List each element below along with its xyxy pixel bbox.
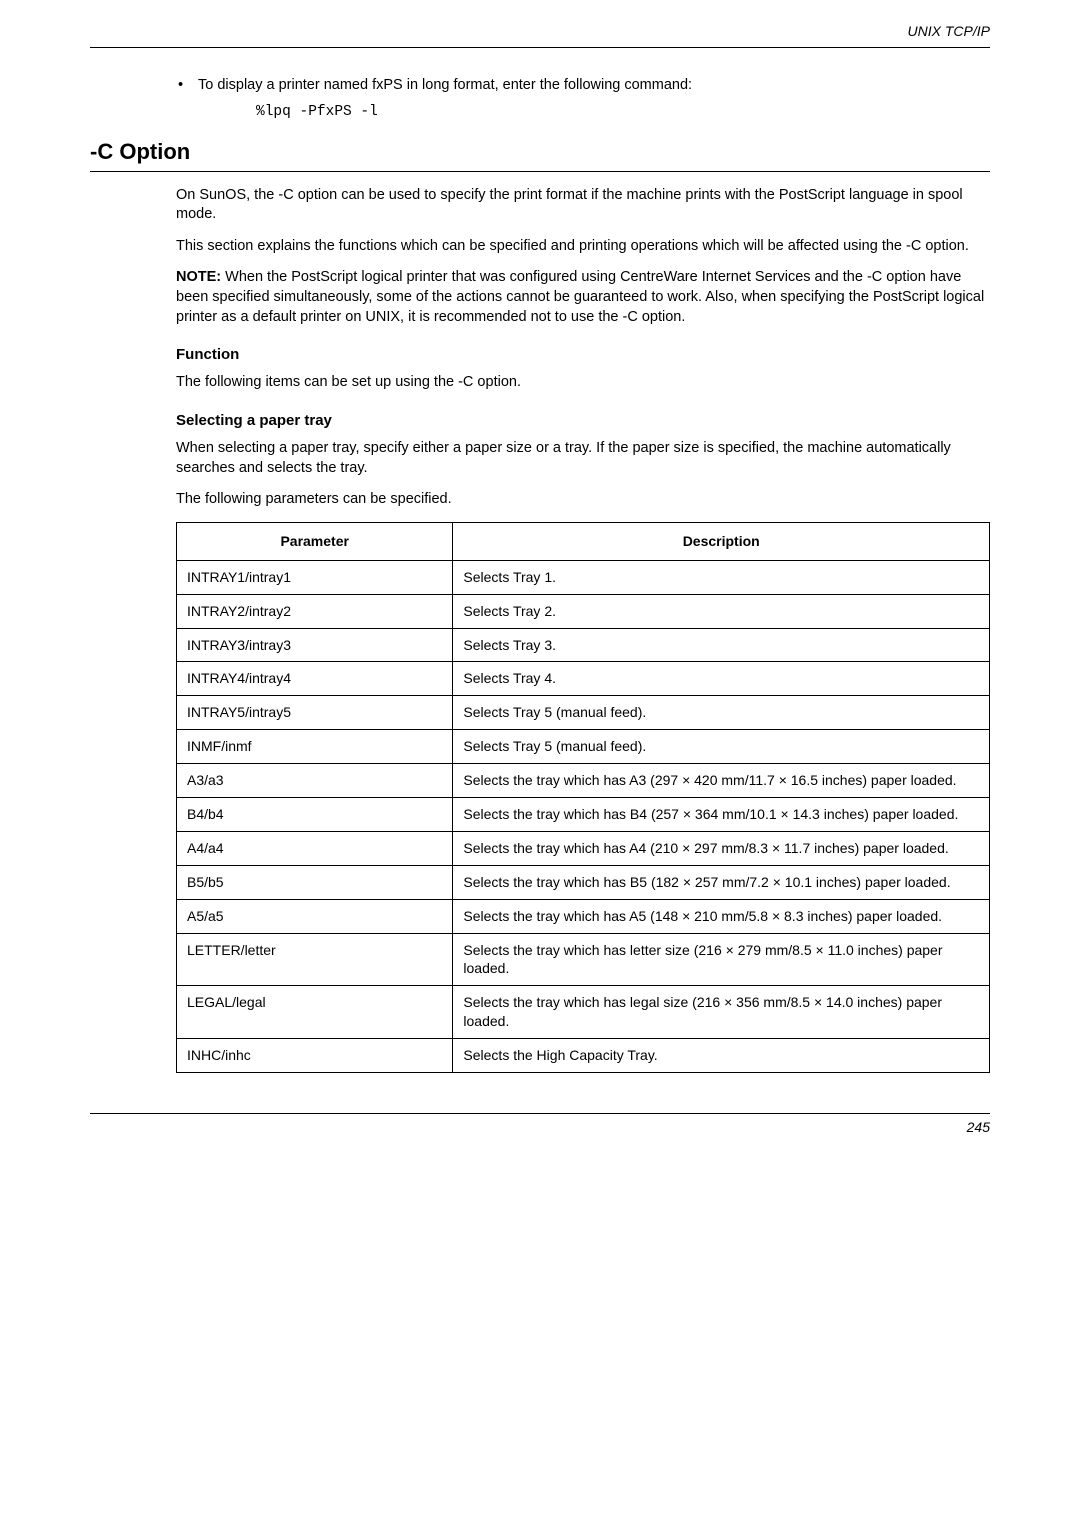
paragraph: The following items can be set up using … [176,373,990,393]
table-row: INMF/inmfSelects Tray 5 (manual feed). [177,730,990,764]
note-paragraph: NOTE: When the PostScript logical printe… [176,268,990,327]
cell-parameter: INTRAY3/intray3 [177,628,453,662]
table-row: A5/a5Selects the tray which has A5 (148 … [177,899,990,933]
paragraph: When selecting a paper tray, specify eit… [176,439,990,478]
cell-parameter: B5/b5 [177,865,453,899]
table-row: B4/b4Selects the tray which has B4 (257 … [177,797,990,831]
running-header: UNIX TCP/IP [90,22,990,47]
table-row: INTRAY1/intray1Selects Tray 1. [177,560,990,594]
table-row: INHC/inhcSelects the High Capacity Tray. [177,1039,990,1073]
cell-description: Selects Tray 5 (manual feed). [453,696,990,730]
cell-description: Selects the tray which has B4 (257 × 364… [453,797,990,831]
cell-parameter: A5/a5 [177,899,453,933]
cell-parameter: LEGAL/legal [177,986,453,1039]
table-row: LETTER/letterSelects the tray which has … [177,933,990,986]
cell-description: Selects Tray 1. [453,560,990,594]
table-row: INTRAY5/intray5Selects Tray 5 (manual fe… [177,696,990,730]
footer-rule [90,1113,990,1114]
code-example: %lpq -PfxPS -l [256,103,990,123]
bullet-marker: • [176,76,198,96]
table-row: A4/a4Selects the tray which has A4 (210 … [177,831,990,865]
cell-description: Selects the tray which has A4 (210 × 297… [453,831,990,865]
table-header-row: Parameter Description [177,522,990,560]
section-heading: -C Option [90,137,990,167]
paragraph: This section explains the functions whic… [176,237,990,257]
cell-description: Selects the High Capacity Tray. [453,1039,990,1073]
cell-parameter: INTRAY2/intray2 [177,594,453,628]
table-row: LEGAL/legalSelects the tray which has le… [177,986,990,1039]
table-row: INTRAY4/intray4Selects Tray 4. [177,662,990,696]
note-body: When the PostScript logical printer that… [176,269,984,324]
page-number: 245 [90,1118,990,1137]
cell-description: Selects Tray 3. [453,628,990,662]
cell-parameter: A3/a3 [177,764,453,798]
parameter-table: Parameter Description INTRAY1/intray1Sel… [176,522,990,1073]
cell-description: Selects Tray 5 (manual feed). [453,730,990,764]
paragraph: On SunOS, the -C option can be used to s… [176,186,990,225]
table-row: B5/b5Selects the tray which has B5 (182 … [177,865,990,899]
cell-parameter: INTRAY5/intray5 [177,696,453,730]
header-rule [90,47,990,48]
col-header-parameter: Parameter [177,522,453,560]
cell-parameter: INTRAY1/intray1 [177,560,453,594]
subhead-function: Function [176,345,990,365]
table-row: INTRAY2/intray2Selects Tray 2. [177,594,990,628]
cell-parameter: INHC/inhc [177,1039,453,1073]
subhead-selecting: Selecting a paper tray [176,411,990,431]
cell-description: Selects Tray 4. [453,662,990,696]
cell-description: Selects Tray 2. [453,594,990,628]
cell-description: Selects the tray which has legal size (2… [453,986,990,1039]
cell-parameter: B4/b4 [177,797,453,831]
bullet-item: • To display a printer named fxPS in lon… [176,76,990,96]
section-rule [90,171,990,172]
cell-description: Selects the tray which has A5 (148 × 210… [453,899,990,933]
note-label: NOTE: [176,269,221,285]
cell-parameter: A4/a4 [177,831,453,865]
cell-parameter: LETTER/letter [177,933,453,986]
col-header-description: Description [453,522,990,560]
cell-description: Selects the tray which has B5 (182 × 257… [453,865,990,899]
table-row: A3/a3Selects the tray which has A3 (297 … [177,764,990,798]
cell-description: Selects the tray which has A3 (297 × 420… [453,764,990,798]
cell-description: Selects the tray which has letter size (… [453,933,990,986]
cell-parameter: INTRAY4/intray4 [177,662,453,696]
table-row: INTRAY3/intray3Selects Tray 3. [177,628,990,662]
cell-parameter: INMF/inmf [177,730,453,764]
bullet-text: To display a printer named fxPS in long … [198,76,692,96]
paragraph: The following parameters can be specifie… [176,490,990,510]
